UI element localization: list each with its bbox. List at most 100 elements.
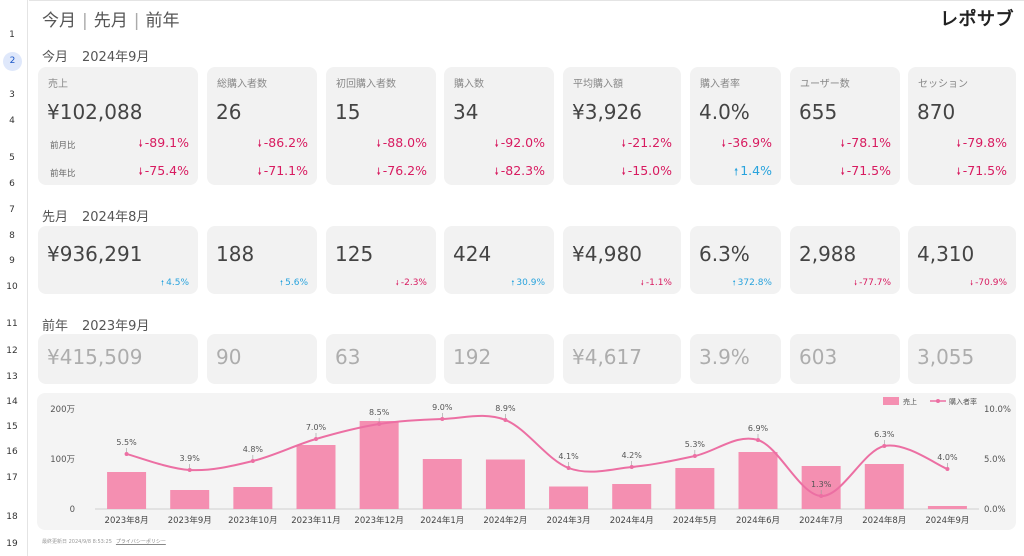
x-tick-label: 2024年9月 [925,515,969,526]
yoy-value: -76.2% [382,163,427,178]
bar [170,490,210,509]
row-number[interactable]: 1 [9,30,15,40]
metric-card-last-month: 6.3% 🠕 372.8% [690,226,781,294]
metric-card-last-month: 4,310 🠗 -70.9% [908,226,1016,294]
metric-value: 6.3% [699,242,750,266]
row-number[interactable]: 5 [9,153,15,163]
mom-change: 🠗 -36.9% [721,135,772,154]
change-vs-previous: 🠕 4.5% [161,277,189,290]
x-tick-label: 2024年1月 [420,515,464,526]
mom-value: -92.0% [500,135,545,150]
tab-last-year[interactable]: 前年 [145,11,180,31]
metric-card-last-month: 188 🠕 5.6% [207,226,317,294]
data-label: 4.1% [558,452,579,461]
bar [864,464,904,509]
row-number[interactable]: 11 [6,319,18,329]
row-number[interactable]: 4 [9,116,15,126]
metric-label: 平均購入額 [573,79,623,90]
metric-card-last-month: ¥936,291 🠕 4.5% [38,226,198,294]
row-number[interactable]: 8 [9,231,15,241]
row-number[interactable]: 16 [6,447,18,457]
metric-card-this-month: 総購入者数 26 🠗 -86.2% 🠗 -71.1% [207,67,317,185]
yoy-value: -75.4% [144,163,189,178]
yoy-value: -71.5% [846,163,891,178]
arrow-down-icon: 🠗 [840,167,845,178]
row-number[interactable]: 3 [9,90,15,100]
change-value: 5.6% [285,278,308,288]
metric-value: ¥936,291 [47,242,143,266]
mom-value: -21.2% [627,135,672,150]
data-label: 8.9% [495,404,516,413]
metric-value: ¥102,088 [47,100,143,124]
data-label: 4.8% [243,445,264,454]
x-tick-label: 2024年3月 [547,515,591,526]
x-tick-label: 2023年9月 [168,515,212,526]
row-number[interactable]: 6 [9,179,15,189]
data-label: 9.0% [432,403,453,412]
line-point [629,465,634,469]
tab-this-month[interactable]: 今月 [42,11,76,31]
section-last-year: 前年 2023年9月 [42,315,149,334]
mom-value: -89.1% [144,135,189,150]
x-tick-label: 2024年8月 [862,515,906,526]
arrow-down-icon: 🠗 [376,167,381,178]
change-vs-previous: 🠕 5.6% [280,277,308,290]
row-number[interactable]: 19 [6,539,18,549]
change-vs-previous: 🠕 372.8% [733,277,772,290]
yoy-value: -71.1% [263,163,308,178]
row-number[interactable]: 2 [3,52,22,71]
change-value: -77.7% [859,278,891,288]
arrow-down-icon: 🠗 [395,278,399,287]
arrow-down-icon: 🠗 [257,139,262,150]
row-number[interactable]: 15 [6,422,18,432]
change-value: -1.1% [645,278,672,288]
data-label: 1.3% [811,480,832,489]
period-tabs: 今月 | 先月 | 前年 [42,6,179,31]
x-tick-label: 2023年11月 [291,515,340,526]
top-divider [29,0,1024,1]
row-number[interactable]: 12 [6,346,18,356]
tab-separator: | [82,11,88,31]
arrow-down-icon: 🠗 [494,167,499,178]
metric-card-last-month: 125 🠗 -2.3% [326,226,436,294]
row-number[interactable]: 13 [6,372,18,382]
y-left-tick-label: 200万 [50,405,75,415]
mom-row-label: 前月比 [50,141,76,151]
mom-value: -79.8% [962,135,1007,150]
line-point [692,454,697,458]
arrow-down-icon: 🠗 [494,139,499,150]
arrow-down-icon: 🠗 [257,167,262,178]
metric-value: ¥3,926 [572,100,642,124]
metric-card-last-year: 192 [444,334,554,384]
tab-last-month[interactable]: 先月 [93,11,128,31]
arrow-down-icon: 🠗 [640,278,644,287]
data-label: 5.5% [116,438,137,447]
section-date: 2024年9月 [82,50,150,65]
change-value: -70.9% [975,278,1007,288]
bar [738,452,778,509]
bar [422,459,462,509]
data-label: 4.2% [622,451,643,460]
metric-value: 4,310 [917,242,975,266]
bar [296,445,336,509]
app-logo: レポサブ [940,9,1014,30]
line-point [440,417,445,421]
row-number[interactable]: 10 [6,282,18,292]
change-value: 30.9% [516,278,545,288]
line-point [819,494,824,498]
line-point [250,459,255,463]
row-number[interactable]: 9 [9,256,15,266]
metric-card-last-month: ¥4,980 🠗 -1.1% [563,226,681,294]
metric-label: 購入数 [454,79,484,90]
row-number[interactable]: 7 [9,205,15,215]
mom-change: 🠗 -89.1% [138,135,189,154]
metric-value: 424 [453,242,492,266]
legend-rate-label: 購入者率 [949,397,977,406]
data-label: 3.9% [180,454,201,463]
bar [485,459,525,509]
row-number[interactable]: 18 [6,512,18,522]
privacy-policy-link[interactable]: プライバシーポリシー [115,539,166,545]
yoy-value: -71.5% [962,163,1007,178]
row-number[interactable]: 14 [6,397,18,407]
row-number[interactable]: 17 [6,473,18,483]
